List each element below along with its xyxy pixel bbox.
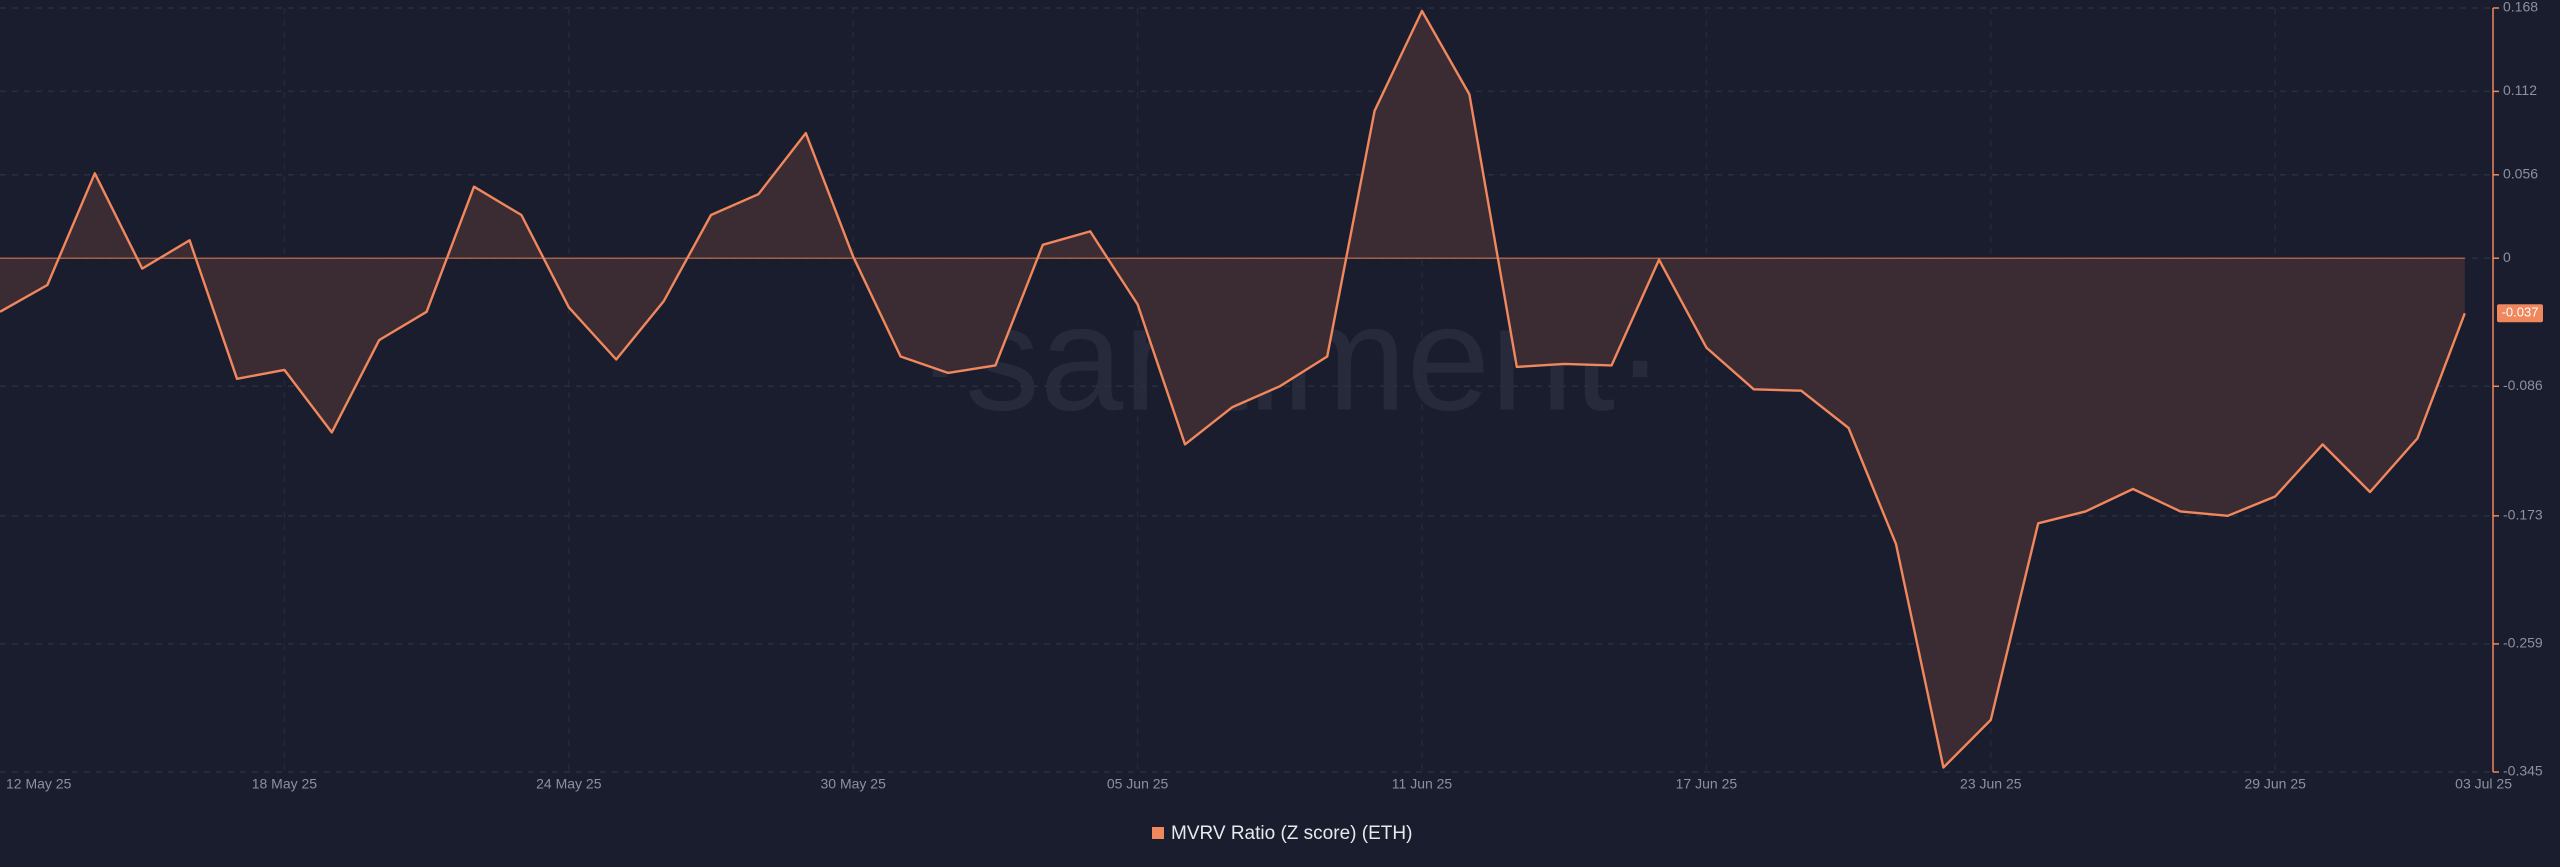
x-tick-label: 30 May 25 bbox=[821, 776, 887, 792]
y-tick-label: -0.086 bbox=[2503, 377, 2543, 393]
x-tick-label: 24 May 25 bbox=[536, 776, 602, 792]
y-tick-label: -0.173 bbox=[2503, 507, 2543, 523]
x-tick-label: 23 Jun 25 bbox=[1960, 776, 2022, 792]
area bbox=[0, 11, 2465, 768]
legend-swatch bbox=[1152, 827, 1164, 839]
x-tick-label: 18 May 25 bbox=[252, 776, 318, 792]
last-value-label: -0.037 bbox=[2502, 305, 2539, 320]
x-tick-label: 12 May 25 bbox=[6, 776, 72, 792]
x-tick-label: 29 Jun 25 bbox=[2244, 776, 2306, 792]
y-tick-label: -0.345 bbox=[2503, 763, 2543, 779]
last-value-badge bbox=[2497, 304, 2543, 323]
y-tick-label: 0.112 bbox=[2503, 82, 2537, 98]
line bbox=[0, 9, 2466, 769]
x-tick-label: 11 Jun 25 bbox=[1392, 776, 1453, 792]
legend-item: MVRV Ratio (Z score) (ETH) bbox=[1152, 823, 1412, 844]
legend-label: MVRV Ratio (Z score) (ETH) bbox=[1171, 823, 1412, 844]
y-tick-label: 0.168 bbox=[2503, 0, 2538, 15]
x-tick-label: 17 Jun 25 bbox=[1676, 776, 1738, 792]
x-tick-label: 05 Jun 25 bbox=[1107, 776, 1169, 792]
y-tick-label: 0.056 bbox=[2503, 166, 2538, 182]
y-tick-label: -0.259 bbox=[2503, 635, 2543, 651]
x-tick-label: 03 Jul 25 bbox=[2455, 776, 2512, 792]
y-tick-label: 0 bbox=[2503, 249, 2511, 265]
